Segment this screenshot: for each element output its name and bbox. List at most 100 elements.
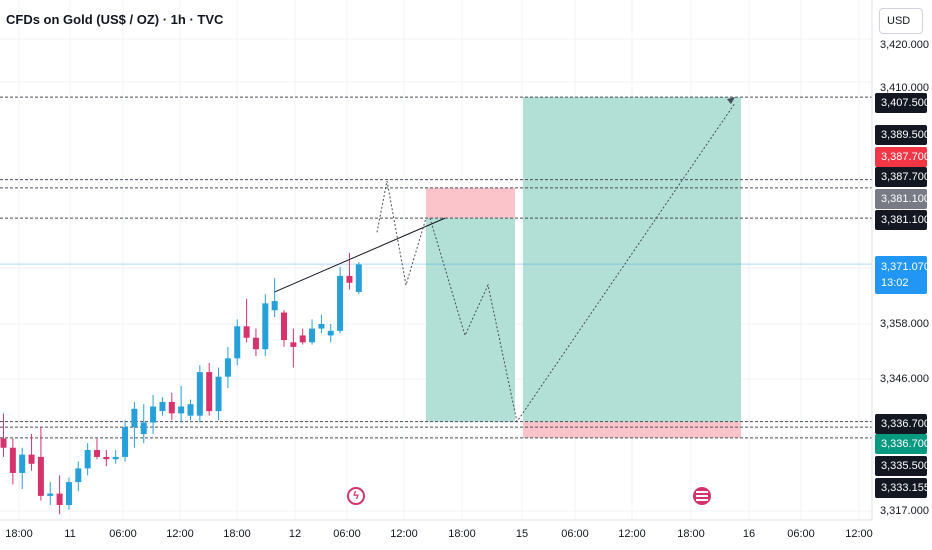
price-tick: 3,410.000 bbox=[880, 82, 929, 94]
drawings bbox=[274, 97, 736, 423]
candle-body bbox=[187, 404, 194, 416]
price-badge: 3,381.100 bbox=[875, 210, 930, 230]
time-tick: 06:00 bbox=[333, 528, 361, 540]
candle bbox=[196, 365, 203, 423]
candle bbox=[47, 482, 54, 506]
long-target-zone bbox=[523, 97, 741, 422]
candle bbox=[187, 399, 194, 421]
candle-body bbox=[168, 401, 175, 414]
candle-body bbox=[337, 275, 344, 331]
candles bbox=[0, 252, 362, 515]
candle bbox=[56, 475, 63, 515]
candle-body bbox=[9, 447, 16, 473]
candle bbox=[243, 298, 250, 343]
chart-title: CFDs on Gold (US$ / OZ) · 1h · TVC bbox=[6, 12, 224, 27]
candle bbox=[122, 420, 129, 462]
candle bbox=[0, 413, 7, 457]
short-stop-zone bbox=[426, 187, 515, 219]
time-tick: 12:00 bbox=[390, 528, 418, 540]
price-tick: 3,420.000 bbox=[880, 39, 929, 51]
candle-body bbox=[299, 335, 306, 343]
time-tick: 12:00 bbox=[618, 528, 646, 540]
candle-body bbox=[112, 456, 119, 460]
position-zones bbox=[426, 97, 741, 438]
candle bbox=[355, 262, 362, 295]
candle bbox=[234, 319, 241, 366]
candle bbox=[150, 395, 157, 434]
projection-arrowhead bbox=[727, 97, 735, 105]
candle-body bbox=[234, 326, 241, 359]
short-target-zone bbox=[426, 218, 515, 422]
candle bbox=[28, 434, 35, 471]
price-tick: 3,346.000 bbox=[880, 373, 929, 385]
price-badge: 3,381.100 bbox=[875, 189, 930, 209]
candle-body bbox=[318, 324, 325, 329]
candle-body bbox=[178, 406, 185, 414]
candle-body bbox=[75, 468, 82, 483]
price-badge: 3,335.500 bbox=[875, 456, 930, 476]
time-tick: 12:00 bbox=[166, 528, 194, 540]
candle bbox=[337, 266, 344, 334]
candle-body bbox=[103, 456, 110, 460]
candle bbox=[75, 461, 82, 492]
candle bbox=[37, 427, 44, 501]
candle bbox=[224, 346, 231, 389]
time-tick: 16 bbox=[742, 528, 756, 540]
candle bbox=[178, 385, 185, 423]
candle bbox=[309, 319, 316, 345]
price-tick: 3,317.000 bbox=[880, 505, 929, 517]
candle bbox=[327, 324, 334, 343]
time-tick: 12 bbox=[288, 528, 302, 540]
candle-body bbox=[281, 312, 287, 341]
candle-body bbox=[37, 456, 44, 496]
projection-path-1 bbox=[376, 180, 427, 286]
candle-body bbox=[28, 454, 35, 464]
candle bbox=[140, 404, 147, 444]
candle bbox=[271, 278, 278, 318]
time-tick: 18:00 bbox=[448, 528, 476, 540]
candle bbox=[159, 397, 166, 416]
candle bbox=[103, 450, 110, 467]
currency-button[interactable]: USD bbox=[879, 8, 923, 34]
candle bbox=[168, 392, 175, 421]
time-tick: 06:00 bbox=[787, 528, 815, 540]
candle bbox=[65, 477, 72, 510]
last-price-badge: 3,371.070 13:02 bbox=[875, 256, 930, 294]
candle-body bbox=[243, 326, 250, 338]
price-badge: 3,336.700 bbox=[875, 414, 930, 434]
candle-body bbox=[140, 422, 147, 434]
candle bbox=[318, 314, 325, 334]
candle bbox=[299, 328, 306, 345]
flash-icon[interactable]: ϟ bbox=[347, 487, 365, 505]
time-tick: 12:00 bbox=[845, 528, 873, 540]
candle-body bbox=[56, 493, 63, 506]
candle bbox=[281, 310, 287, 347]
candle-body bbox=[206, 372, 213, 412]
candle bbox=[94, 438, 100, 460]
candle bbox=[215, 367, 222, 421]
price-badge: 3,389.500 bbox=[875, 125, 930, 145]
candle-body bbox=[346, 275, 353, 283]
candle-body bbox=[271, 301, 278, 311]
time-tick: 15 bbox=[515, 528, 529, 540]
candle bbox=[131, 401, 138, 448]
price-badge: 3,336.700 bbox=[875, 434, 930, 454]
candle-body bbox=[159, 401, 166, 412]
candle-body bbox=[215, 376, 222, 412]
price-tick: 3,358.000 bbox=[880, 318, 929, 330]
bar-countdown: 13:02 bbox=[881, 277, 909, 289]
trend-line bbox=[274, 217, 446, 293]
price-badge: 3,333.155 bbox=[875, 478, 930, 498]
candle bbox=[290, 328, 297, 368]
candle-body bbox=[19, 454, 26, 473]
candle-body bbox=[47, 493, 54, 496]
candle-body bbox=[84, 450, 91, 469]
us-flag-icon[interactable] bbox=[693, 487, 711, 505]
price-badge: 3,407.500 bbox=[875, 93, 930, 113]
candle-body bbox=[262, 303, 269, 350]
time-tick: 06:00 bbox=[561, 528, 589, 540]
candle bbox=[252, 328, 259, 357]
candle bbox=[112, 450, 119, 464]
candle-body bbox=[224, 358, 231, 377]
